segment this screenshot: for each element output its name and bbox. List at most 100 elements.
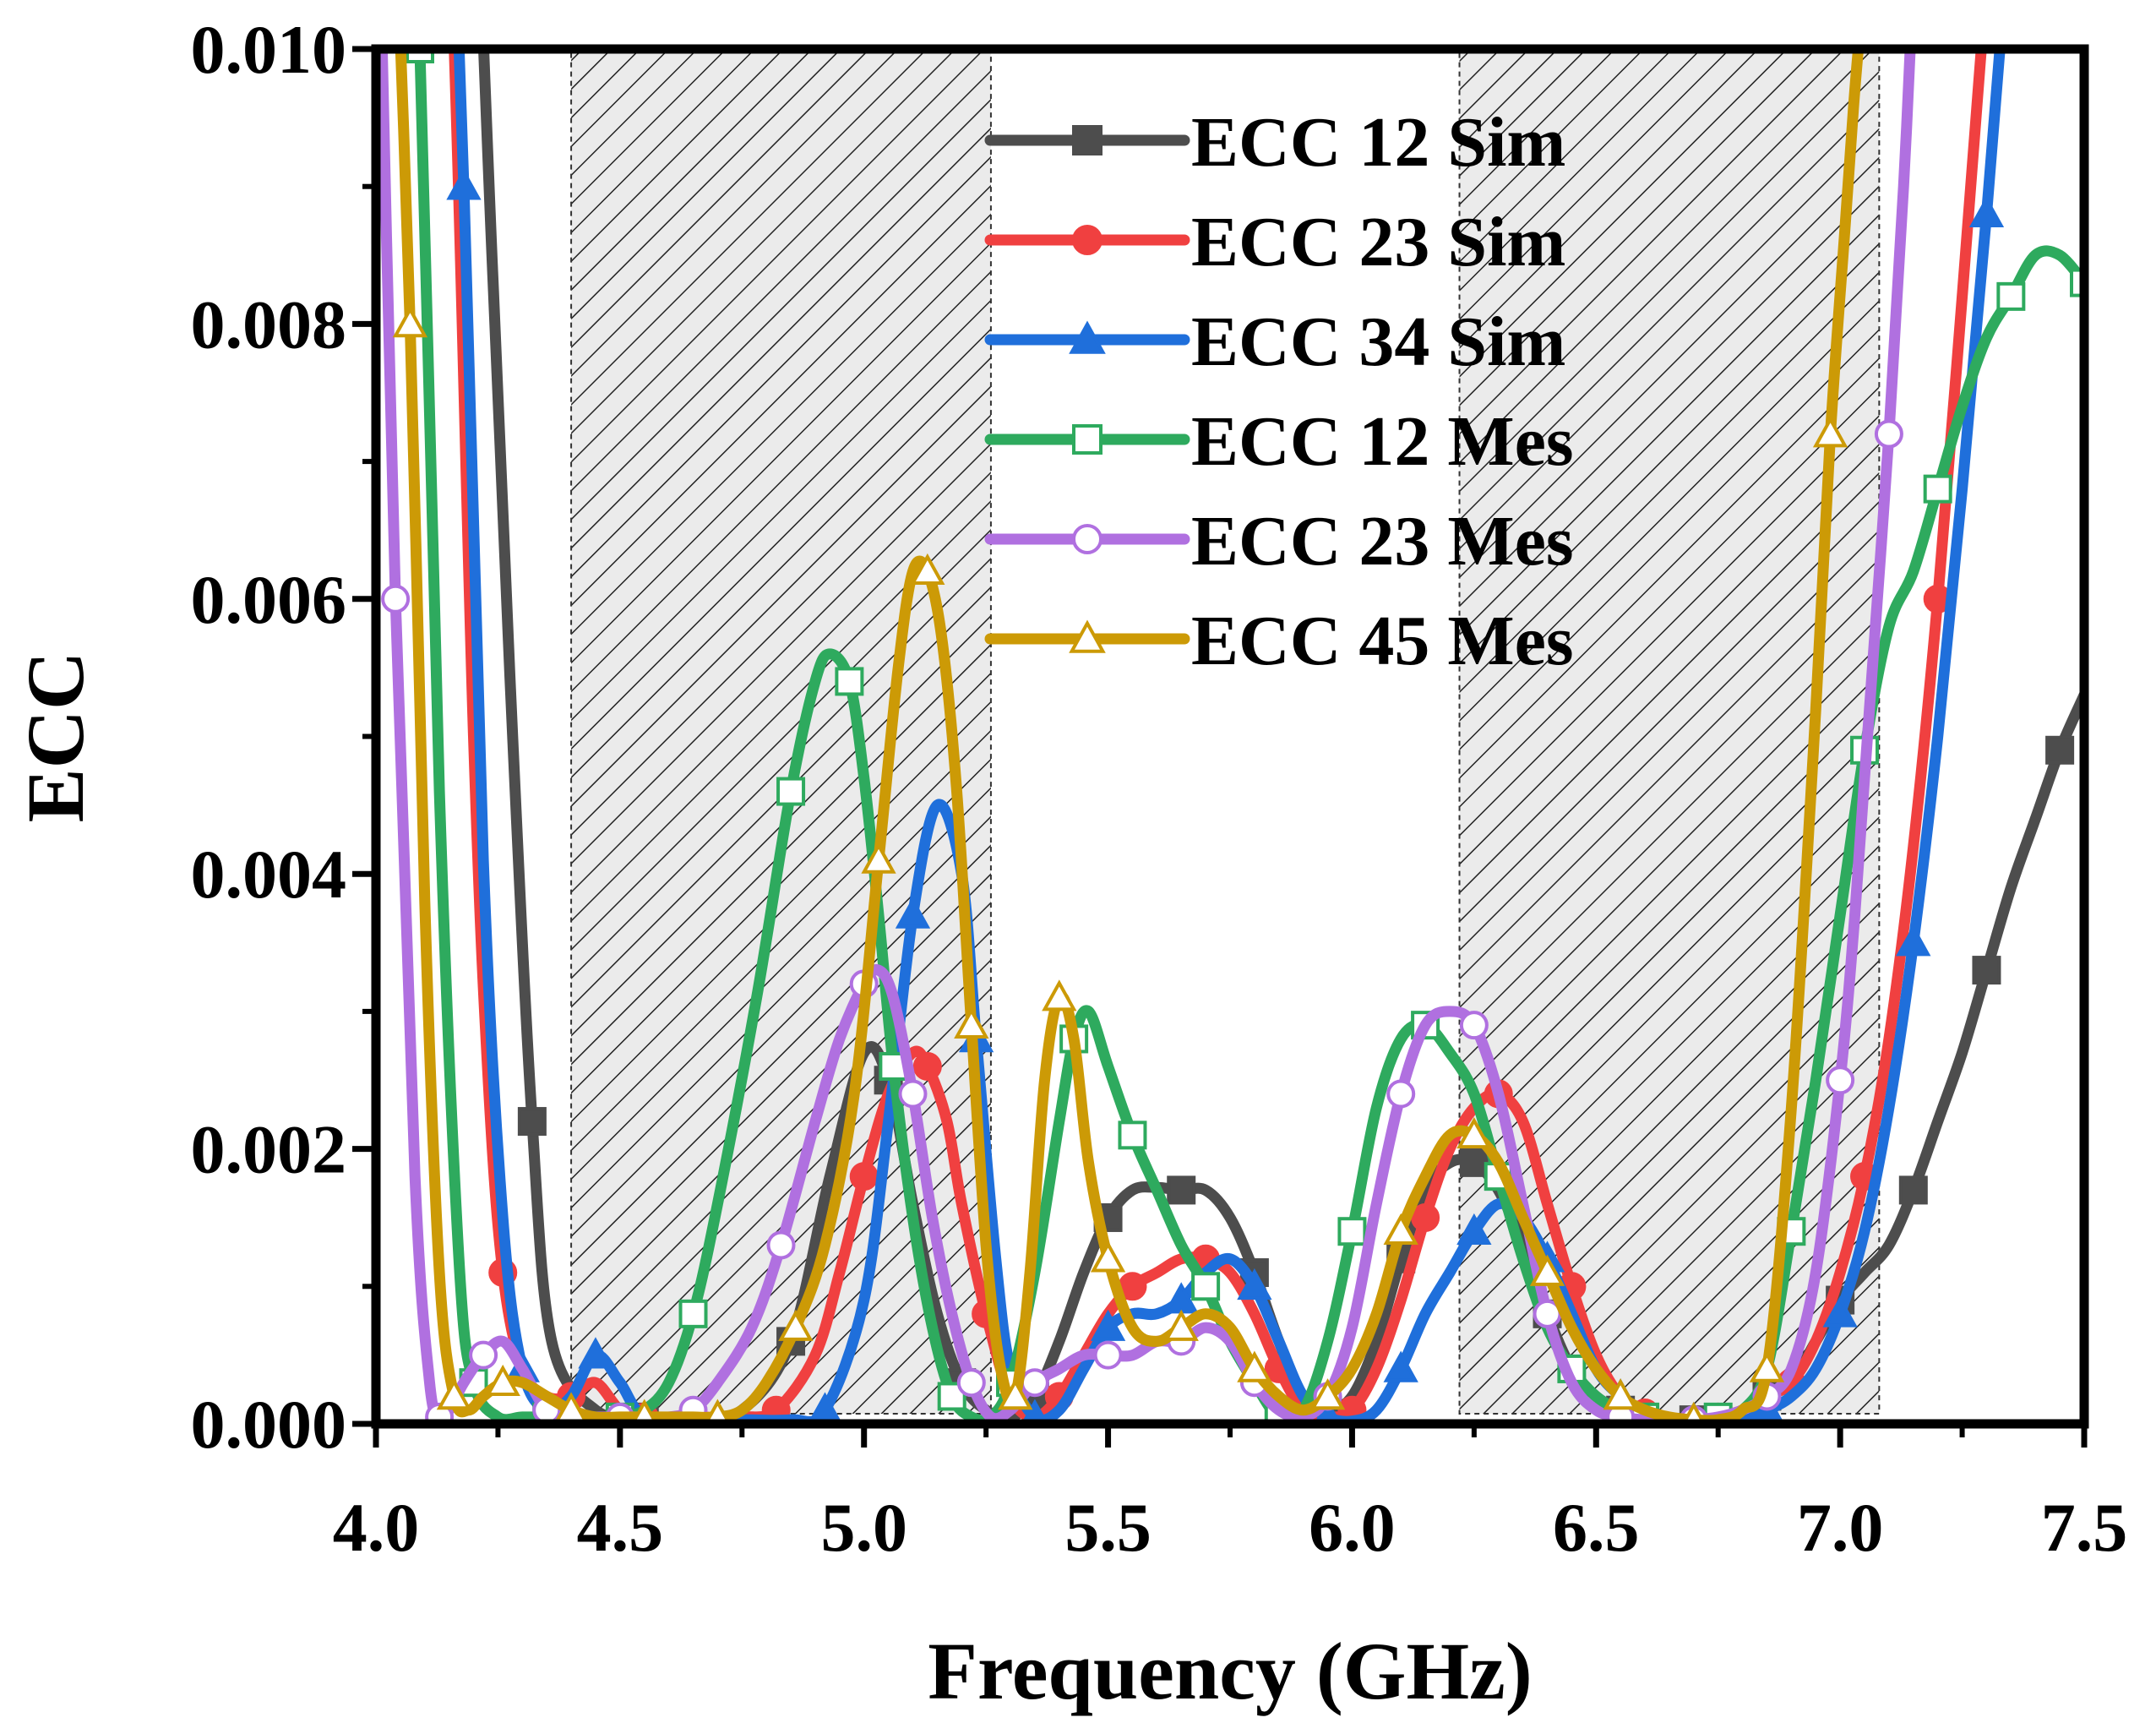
series-6-point [1042,979,1077,1011]
x-tick-label: 5.0 [820,1489,907,1566]
x-tick-label: 5.5 [1064,1489,1152,1566]
series-4-point [678,1299,708,1328]
series-3-point [1822,1295,1858,1328]
legend-label: ECC 45 Mes [1191,602,1574,680]
series-6-point [1812,416,1848,448]
series-5-point [1386,1079,1416,1109]
series-1-point [2045,735,2075,765]
series-3-point [1383,1350,1418,1382]
series-3-point [1896,924,1931,957]
series-1-point [1972,956,2001,985]
series-5-point [1874,419,1903,449]
series-6-point [861,842,896,874]
legend-label: ECC 23 Sim [1191,203,1565,281]
series-6-point [778,1309,814,1341]
series-3-point [1968,195,2005,228]
legend-item: ECC 45 Mes [984,602,1574,680]
y-tick-label: 0.002 [191,1111,347,1188]
series-4-point [1118,1120,1147,1150]
series-3-point [1456,1213,1492,1246]
legend-item: ECC 23 Mes [984,502,1574,581]
y-axis-title: ECC [10,652,101,823]
x-tick-label: 7.0 [1797,1489,1884,1566]
series-2-point [912,1051,942,1081]
series-1-point [517,1107,547,1137]
series-6-point [630,1399,659,1424]
x-axis-title: Frequency (GHz) [928,1626,1532,1716]
legend-marker [1072,125,1102,155]
series-5-point [381,584,411,613]
series-5-point [1020,1368,1049,1398]
series-5-point [1093,1340,1123,1370]
legend-item: ECC 12 Sim [984,103,1565,182]
y-tick-label: 0.000 [191,1386,347,1463]
x-tick-label: 4.5 [577,1489,664,1566]
series-2-point [849,1162,879,1191]
y-tick-label: 0.004 [191,836,347,913]
series-6-point [954,1006,989,1039]
series-1-point [1898,1175,1928,1205]
series-5-point [1459,1011,1489,1040]
series-6-point [910,553,945,586]
legend-marker [1069,320,1106,354]
series-1-point [1459,1148,1489,1177]
series-5-point [1826,1066,1855,1095]
series-6-point [1237,1350,1272,1382]
legend-marker [1072,524,1102,554]
series-6-point [1383,1213,1418,1246]
series-3-point [895,897,931,929]
series-3-point [1314,1399,1342,1424]
series-6-point [1163,1309,1199,1341]
series-6 [392,49,1865,1424]
legend-label: ECC 12 Mes [1191,402,1574,481]
series-6-point [485,1364,520,1396]
legend: ECC 12 Sim ECC 23 Sim ECC 34 Sim ECC 12 Mes… [984,103,1574,680]
legend-label: ECC 23 Mes [1191,502,1574,581]
series-6-point [1749,1350,1785,1382]
series-4-point [1337,1217,1367,1246]
series-6-point [704,1399,732,1424]
series-4-point [776,777,806,806]
series-6-point [1456,1116,1492,1149]
x-tick-label: 6.0 [1309,1489,1396,1566]
series-6-point [1681,1401,1707,1424]
series-6-point [1090,1240,1126,1273]
y-tick-label: 0.010 [191,11,347,88]
legend-item: ECC 12 Mes [984,402,1574,481]
x-tick-label: 7.5 [2041,1489,2128,1566]
series-4-point [835,667,864,696]
series-4-point [1191,1272,1221,1301]
series-6-point [436,1378,472,1410]
series-1-point [1167,1175,1196,1205]
series-6-point [1309,1378,1346,1410]
y-tick-label: 0.008 [191,286,347,363]
legend-label: ECC 34 Sim [1191,303,1565,381]
series-4-point [1923,474,1952,504]
series-3-point [1237,1268,1272,1300]
series-3-point [446,168,482,200]
series-line-6 [395,49,1865,1424]
series-4-point [879,1051,908,1081]
x-tick-label: 4.0 [333,1489,420,1566]
shaded-band-1 [570,49,992,1415]
series-6-point [1529,1254,1565,1286]
series-3-point [1021,1399,1049,1424]
series-2-point [1411,1202,1440,1232]
x-tick-label: 6.5 [1553,1489,1640,1566]
series-6-point [1603,1378,1638,1410]
series-3-point [1090,1309,1126,1341]
series-6-point [392,306,428,338]
y-tick-label: 0.006 [191,561,347,638]
series-5-point [956,1368,986,1398]
legend-marker [1072,225,1102,255]
series-3-point [578,1337,613,1369]
series-5-point [766,1230,796,1260]
series-6-point [998,1378,1033,1410]
series-5-point [898,1079,928,1109]
legend-marker [1072,424,1102,455]
legend-item: ECC 23 Sim [984,203,1565,281]
series-4-point [1996,281,2026,311]
legend-marker [1069,619,1106,653]
series-5-point [469,1340,498,1370]
